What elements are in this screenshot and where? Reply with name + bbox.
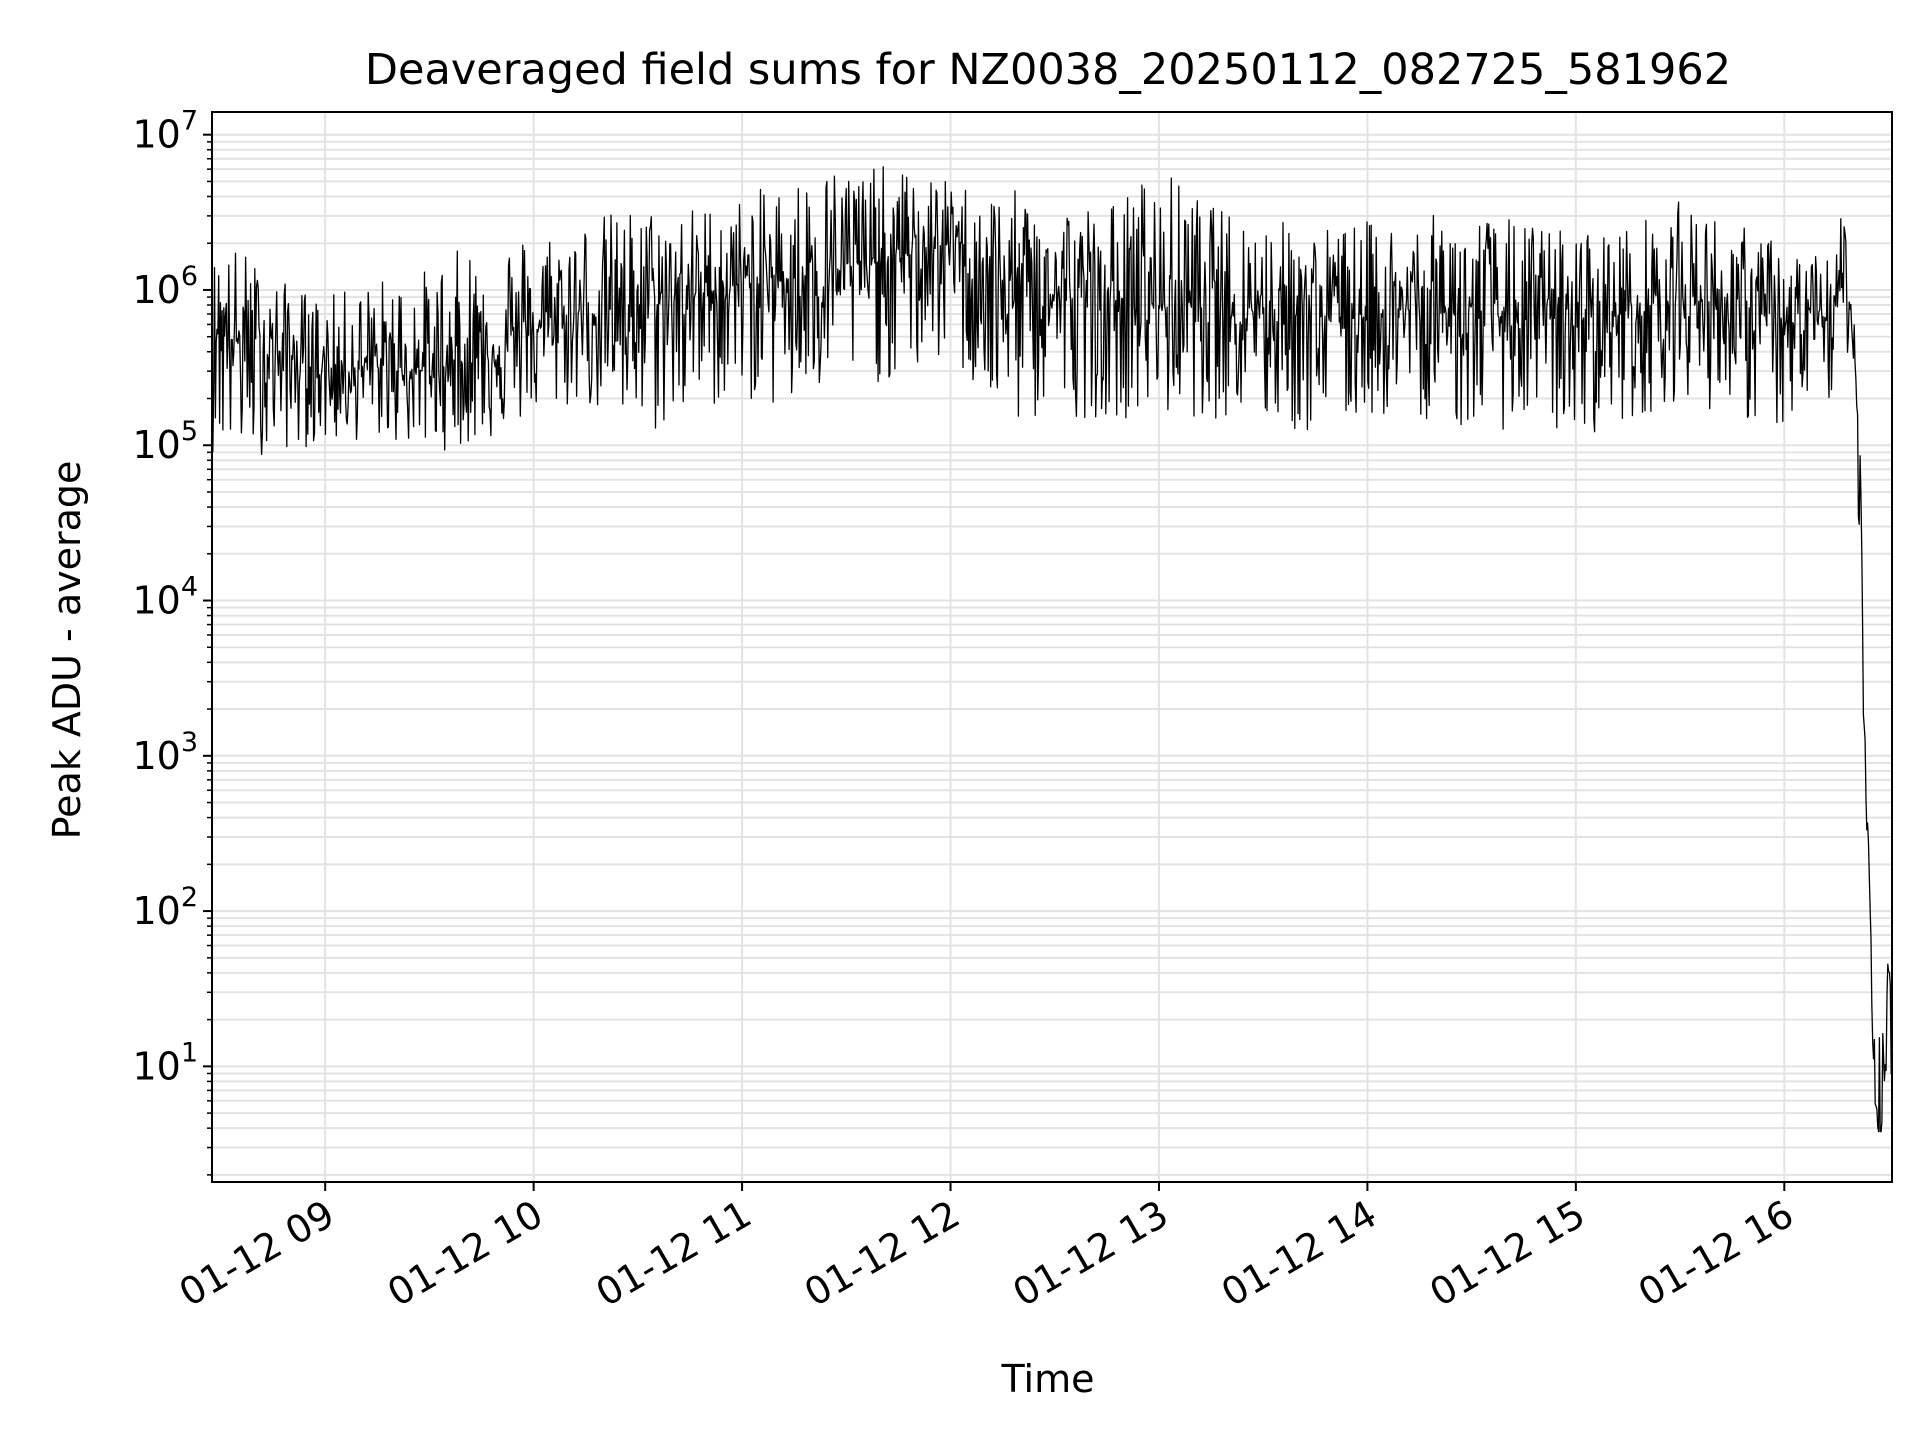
y-tick-label-base: 10 bbox=[132, 579, 180, 623]
chart-title: Deaveraged field sums for NZ0038_2025011… bbox=[365, 45, 1731, 95]
y-tick-label-exponent: 6 bbox=[181, 261, 198, 292]
y-tick-label-base: 10 bbox=[132, 268, 180, 312]
y-tick-label-exponent: 1 bbox=[181, 1037, 198, 1068]
y-tick-label: 105 bbox=[132, 416, 198, 467]
x-axis-label: Time bbox=[1001, 1357, 1095, 1401]
y-tick-label: 106 bbox=[132, 261, 198, 312]
y-tick-label-base: 10 bbox=[132, 1044, 180, 1088]
y-tick-label-base: 10 bbox=[132, 734, 180, 778]
series-line bbox=[211, 166, 1893, 1133]
series-layer bbox=[211, 166, 1893, 1133]
y-tick-label: 101 bbox=[132, 1037, 198, 1088]
y-tick-label: 107 bbox=[132, 106, 198, 157]
y-tick-label-base: 10 bbox=[132, 889, 180, 933]
y-tick-label-base: 10 bbox=[132, 113, 180, 157]
y-tick-label: 102 bbox=[132, 882, 198, 933]
y-axis-label: Peak ADU - average bbox=[45, 461, 89, 840]
y-tick-label-exponent: 7 bbox=[181, 106, 198, 137]
y-tick-label-exponent: 2 bbox=[181, 882, 198, 913]
y-tick-label-exponent: 3 bbox=[181, 727, 198, 758]
y-tick-label-base: 10 bbox=[132, 423, 180, 467]
y-tick-label: 104 bbox=[132, 572, 198, 623]
y-tick-label-exponent: 5 bbox=[181, 416, 198, 447]
y-tick-label: 103 bbox=[132, 727, 198, 778]
y-tick-label-exponent: 4 bbox=[181, 572, 198, 603]
